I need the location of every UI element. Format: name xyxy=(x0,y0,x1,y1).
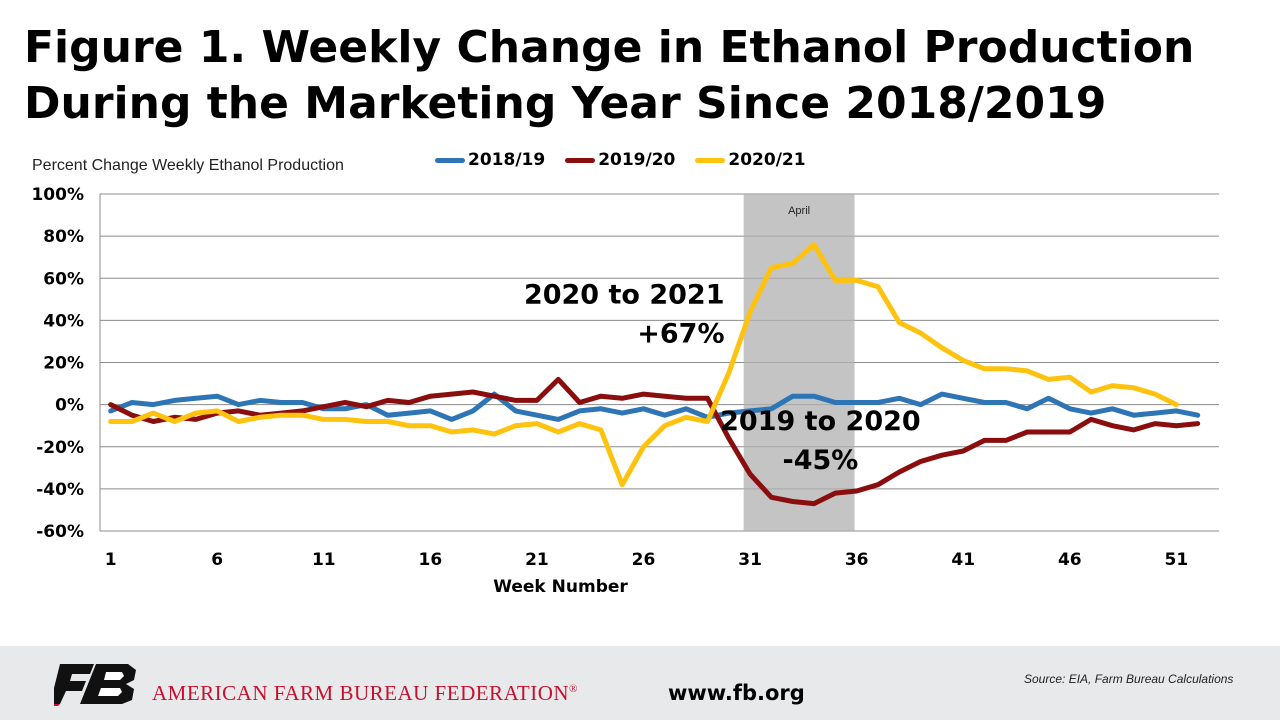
x-tick-label: 41 xyxy=(951,550,975,570)
annotation-text: 2019 to 2020 xyxy=(720,406,921,437)
chart-legend: 2018/19 2019/20 2020/21 xyxy=(435,150,806,170)
website-url[interactable]: www.fb.org xyxy=(668,681,805,705)
y-tick-label: 80% xyxy=(43,227,84,247)
footer-bar xyxy=(0,646,1280,720)
series-line-2018-19 xyxy=(108,391,1201,422)
legend-swatch xyxy=(435,157,465,163)
annotation-text: -45% xyxy=(783,445,859,476)
annotation-text: 2020 to 2021 xyxy=(524,280,725,311)
chart-title: Figure 1. Weekly Change in Ethanol Produ… xyxy=(24,20,1264,132)
x-tick-label: 16 xyxy=(419,550,443,570)
x-tick-label: 11 xyxy=(312,550,336,570)
series-line-2019-20 xyxy=(108,376,1201,507)
y-tick-label: -20% xyxy=(36,438,84,458)
source-note: Source: EIA, Farm Bureau Calculations xyxy=(1024,672,1234,686)
chart-title-line-2: During the Marketing Year Since 2018/201… xyxy=(24,78,1107,129)
annotation-text: +67% xyxy=(637,319,724,350)
legend-item: 2018/19 xyxy=(435,150,545,170)
registered-mark: ® xyxy=(569,683,578,695)
x-tick-label: 6 xyxy=(211,550,223,570)
shaded-region-label: April xyxy=(788,205,810,217)
legend-label: 2020/21 xyxy=(728,150,806,170)
y-tick-label: 20% xyxy=(43,354,84,374)
x-tick-label: 26 xyxy=(632,550,656,570)
fb-logo-icon xyxy=(54,664,136,706)
legend-swatch xyxy=(565,157,596,163)
x-tick-label: 31 xyxy=(738,550,762,570)
legend-item: 2020/21 xyxy=(695,150,806,170)
x-tick-label: 36 xyxy=(845,550,869,570)
organization-name: AMERICAN FARM BUREAU FEDERATION® xyxy=(152,681,578,705)
x-tick-label: 51 xyxy=(1165,550,1189,570)
legend-label: 2019/20 xyxy=(598,150,676,170)
april-shaded-region xyxy=(743,194,855,531)
y-tick-label: -40% xyxy=(36,480,84,500)
legend-label: 2018/19 xyxy=(468,150,546,170)
chart-title-line-1: Figure 1. Weekly Change in Ethanol Produ… xyxy=(24,22,1195,73)
y-tick-label: 40% xyxy=(43,311,84,331)
x-axis-title: Week Number xyxy=(493,577,628,597)
x-tick-label: 21 xyxy=(525,550,549,570)
y-tick-label: 60% xyxy=(43,269,84,289)
legend-item: 2019/20 xyxy=(565,150,675,170)
y-tick-label: 0% xyxy=(55,396,84,416)
y-axis-label: Percent Change Weekly Ethanol Production xyxy=(32,157,344,174)
legend-swatch xyxy=(695,157,726,163)
x-tick-label: 46 xyxy=(1058,550,1082,570)
y-tick-label: -60% xyxy=(36,522,84,542)
x-tick-label: 1 xyxy=(105,550,117,570)
y-tick-label: 100% xyxy=(31,185,84,205)
